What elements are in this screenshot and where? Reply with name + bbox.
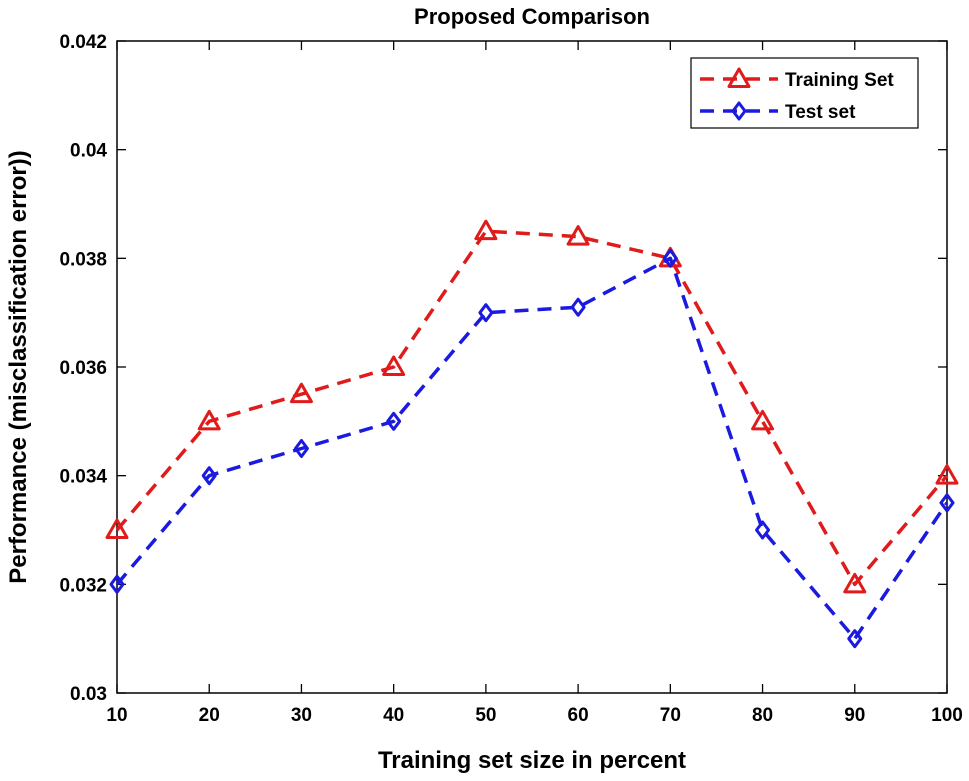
data-point-test-set [755, 520, 771, 540]
series-layer [105, 219, 959, 649]
data-point-training-set [751, 409, 775, 431]
y-tick-label: 0.042 [59, 32, 107, 53]
x-tick-label: 30 [291, 705, 312, 726]
y-tick-label: 0.034 [59, 467, 107, 488]
series-line-test-set [115, 256, 949, 641]
x-tick-label: 90 [844, 705, 865, 726]
data-point-training-set [474, 219, 498, 241]
x-tick-label: 60 [568, 705, 589, 726]
x-tick-label: 10 [106, 705, 127, 726]
data-point-training-set [843, 572, 867, 594]
series-training-set [105, 219, 959, 594]
data-point-training-set [566, 225, 590, 246]
data-point-test-set [939, 493, 955, 513]
data-point-test-set [293, 439, 309, 458]
x-tick-label: 100 [931, 705, 963, 726]
x-tick-label: 80 [752, 705, 773, 726]
data-point-test-set [662, 248, 678, 268]
data-point-test-set [478, 303, 494, 323]
y-axis: 0.03 0.032 0.034 0.036 0.038 0.04 0.042 [59, 32, 947, 705]
legend-box [690, 57, 919, 129]
y-tick-label: 0.032 [59, 575, 107, 596]
data-point-training-set [935, 464, 959, 485]
legend-label: Test set [785, 102, 856, 123]
series-line-training-set [115, 229, 949, 587]
x-tick-label: 50 [475, 705, 496, 726]
series-test-set [109, 248, 955, 649]
chart-title: Proposed Comparison [414, 4, 650, 29]
x-tick-label: 20 [199, 705, 220, 726]
y-tick-label: 0.038 [59, 249, 107, 270]
legend-item-test-set: Test set [700, 101, 856, 123]
plot-area [116, 40, 948, 694]
x-axis-label: Training set size in percent [378, 747, 686, 774]
y-tick-label: 0.036 [59, 358, 107, 379]
data-point-test-set [570, 297, 586, 317]
data-point-training-set [289, 382, 313, 404]
y-tick-label: 0.04 [70, 141, 107, 162]
x-axis: 10 20 30 40 50 60 70 80 90 100 [106, 41, 963, 726]
data-point-training-set [197, 409, 221, 431]
legend: Training Set Test set [690, 57, 919, 129]
data-point-test-set [847, 629, 863, 649]
x-tick-label: 40 [383, 705, 404, 726]
y-axis-label: Performance (misclassification error)) [5, 150, 32, 584]
legend-marker [731, 101, 747, 121]
legend-marker [727, 67, 751, 88]
data-point-test-set [386, 411, 402, 431]
x-tick-label: 70 [660, 705, 681, 726]
legend-item-training-set: Training Set [700, 67, 894, 91]
data-point-training-set [382, 355, 406, 376]
legend-label: Training Set [785, 70, 894, 91]
data-point-test-set [201, 466, 217, 486]
y-tick-label: 0.03 [70, 684, 107, 705]
data-point-training-set [105, 518, 129, 539]
data-point-test-set [109, 574, 125, 594]
